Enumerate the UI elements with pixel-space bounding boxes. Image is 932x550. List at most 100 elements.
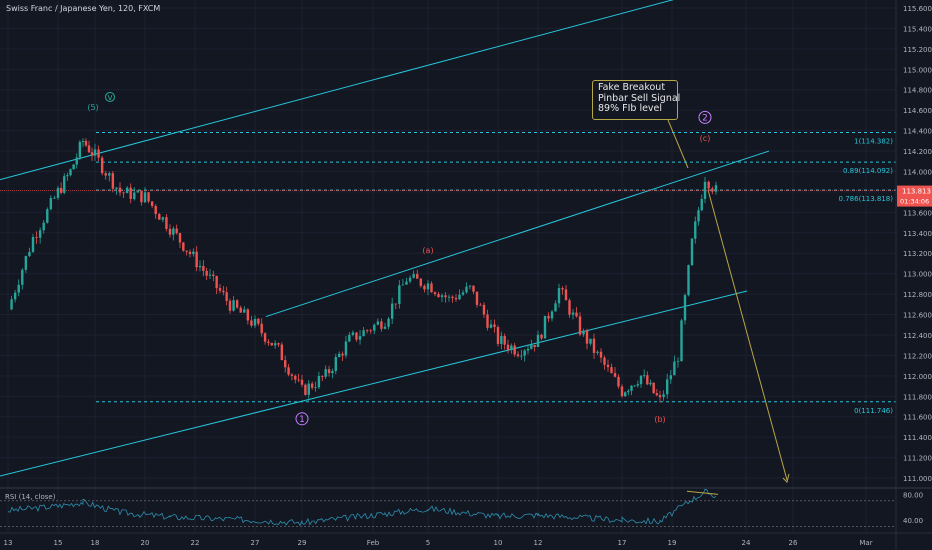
candle-body	[273, 343, 277, 346]
candle-body	[683, 295, 687, 321]
candle-body	[284, 360, 287, 368]
candle-body	[198, 266, 202, 268]
candle-body	[297, 379, 300, 381]
annotation-callout[interactable]: Fake Breakout Pinbar Sell Signal 89% FIb…	[592, 80, 680, 120]
candle-body	[627, 390, 630, 393]
candle-body	[458, 294, 461, 300]
price-tick-label: 115.600	[903, 5, 932, 13]
candle-body	[250, 320, 253, 326]
price-axis[interactable]: 111.000 111.200 111.400 111.600 111.800 112.0…	[895, 0, 932, 550]
price-tick-label: 112.600	[903, 312, 932, 320]
candle-body	[49, 198, 53, 210]
time-axis[interactable]: 13 15 18 20 22 27 29 Feb 5 10 12 17 19 24 26 Mar	[0, 532, 932, 547]
time-tick-label: Mar	[859, 539, 872, 547]
wave-label: (5)	[87, 103, 98, 112]
wave-labels: (5) v 1 (a) (b) (c) 2	[87, 91, 712, 426]
candle-body	[405, 281, 408, 285]
candle-body	[232, 300, 235, 311]
candle-body	[362, 330, 365, 337]
price-tick-label: 111.400	[903, 434, 932, 442]
candle-body	[290, 374, 294, 376]
candle-body	[270, 342, 273, 346]
candle-body	[649, 382, 652, 385]
time-tick-label: 26	[789, 539, 798, 547]
candle-body	[582, 330, 585, 335]
target-arrow-line	[707, 189, 788, 481]
candle-body	[387, 318, 390, 327]
candle-body	[24, 256, 28, 270]
candle-body	[104, 173, 107, 176]
wave-label: (a)	[422, 246, 433, 255]
candle-body	[324, 369, 327, 377]
candle-body	[93, 149, 97, 156]
candle-body	[652, 382, 655, 394]
price-tick-label: 114.400	[903, 128, 932, 136]
wave-label: (b)	[654, 415, 665, 424]
candle-body	[658, 395, 662, 398]
candle-body	[317, 376, 321, 388]
candle-body	[341, 353, 344, 356]
candle-body	[655, 393, 659, 396]
rsi-indicator-label[interactable]: RSI (14, close)	[5, 493, 56, 501]
candle-body	[585, 330, 589, 344]
candle-body	[426, 283, 430, 290]
candle-body	[401, 284, 405, 286]
time-tick-label: 12	[534, 539, 543, 547]
candle-body	[662, 394, 665, 398]
candle-body	[412, 274, 415, 278]
candle-body	[97, 149, 100, 158]
candle-body	[513, 345, 516, 355]
candle-body	[277, 343, 280, 345]
price-tick-label: 115.200	[903, 46, 932, 54]
candle-body	[444, 295, 447, 298]
rsi-tick-label: 80.00	[903, 491, 923, 499]
candle-body	[334, 357, 338, 371]
candle-body	[235, 300, 239, 308]
time-tick-label: 20	[141, 539, 150, 547]
candle-body	[21, 269, 24, 285]
candle-body	[697, 210, 700, 222]
candle-body	[81, 140, 85, 142]
candle-body	[205, 270, 208, 276]
candle-body	[161, 217, 165, 220]
candle-body	[212, 274, 215, 277]
candle-body	[125, 187, 129, 194]
candle-body	[327, 369, 331, 374]
candle-body	[606, 364, 610, 368]
candle-body	[243, 309, 246, 313]
lower-channel-line	[0, 290, 748, 477]
fib-levels: 1(114.382) 0.89(114.092) 0.786(113.818) 0(1…	[0, 131, 896, 415]
candle-body	[433, 292, 437, 295]
price-tick-label: 111.200	[903, 455, 932, 463]
fib-label: 0(111.746)	[854, 407, 893, 415]
fib-label: 0.89(114.092)	[843, 167, 893, 175]
candle-body	[613, 373, 617, 377]
candle-body	[533, 344, 536, 348]
price-tick-label: 113.200	[903, 250, 932, 258]
candle-body	[365, 330, 369, 332]
upper-channel-line	[0, 0, 674, 181]
price-tick-label: 112.200	[903, 352, 932, 360]
candle-body	[554, 303, 557, 312]
candle-body	[610, 367, 613, 374]
candle-body	[630, 385, 633, 391]
candle-body	[680, 320, 683, 362]
candle-body	[72, 164, 75, 170]
candle-body	[28, 251, 31, 257]
time-tick-label: 15	[54, 539, 63, 547]
candle-body	[111, 173, 115, 189]
candle-body	[118, 187, 122, 193]
candles	[10, 138, 718, 403]
candle-body	[447, 296, 451, 298]
candle-body	[310, 383, 314, 388]
candle-body	[690, 238, 694, 266]
candle-body	[394, 303, 397, 305]
candle-body	[454, 297, 458, 300]
candle-body	[84, 140, 88, 146]
candle-body	[383, 326, 387, 329]
candle-body	[351, 332, 355, 335]
candle-body	[331, 370, 334, 374]
candle-body	[642, 375, 646, 377]
candle-body	[639, 375, 643, 385]
